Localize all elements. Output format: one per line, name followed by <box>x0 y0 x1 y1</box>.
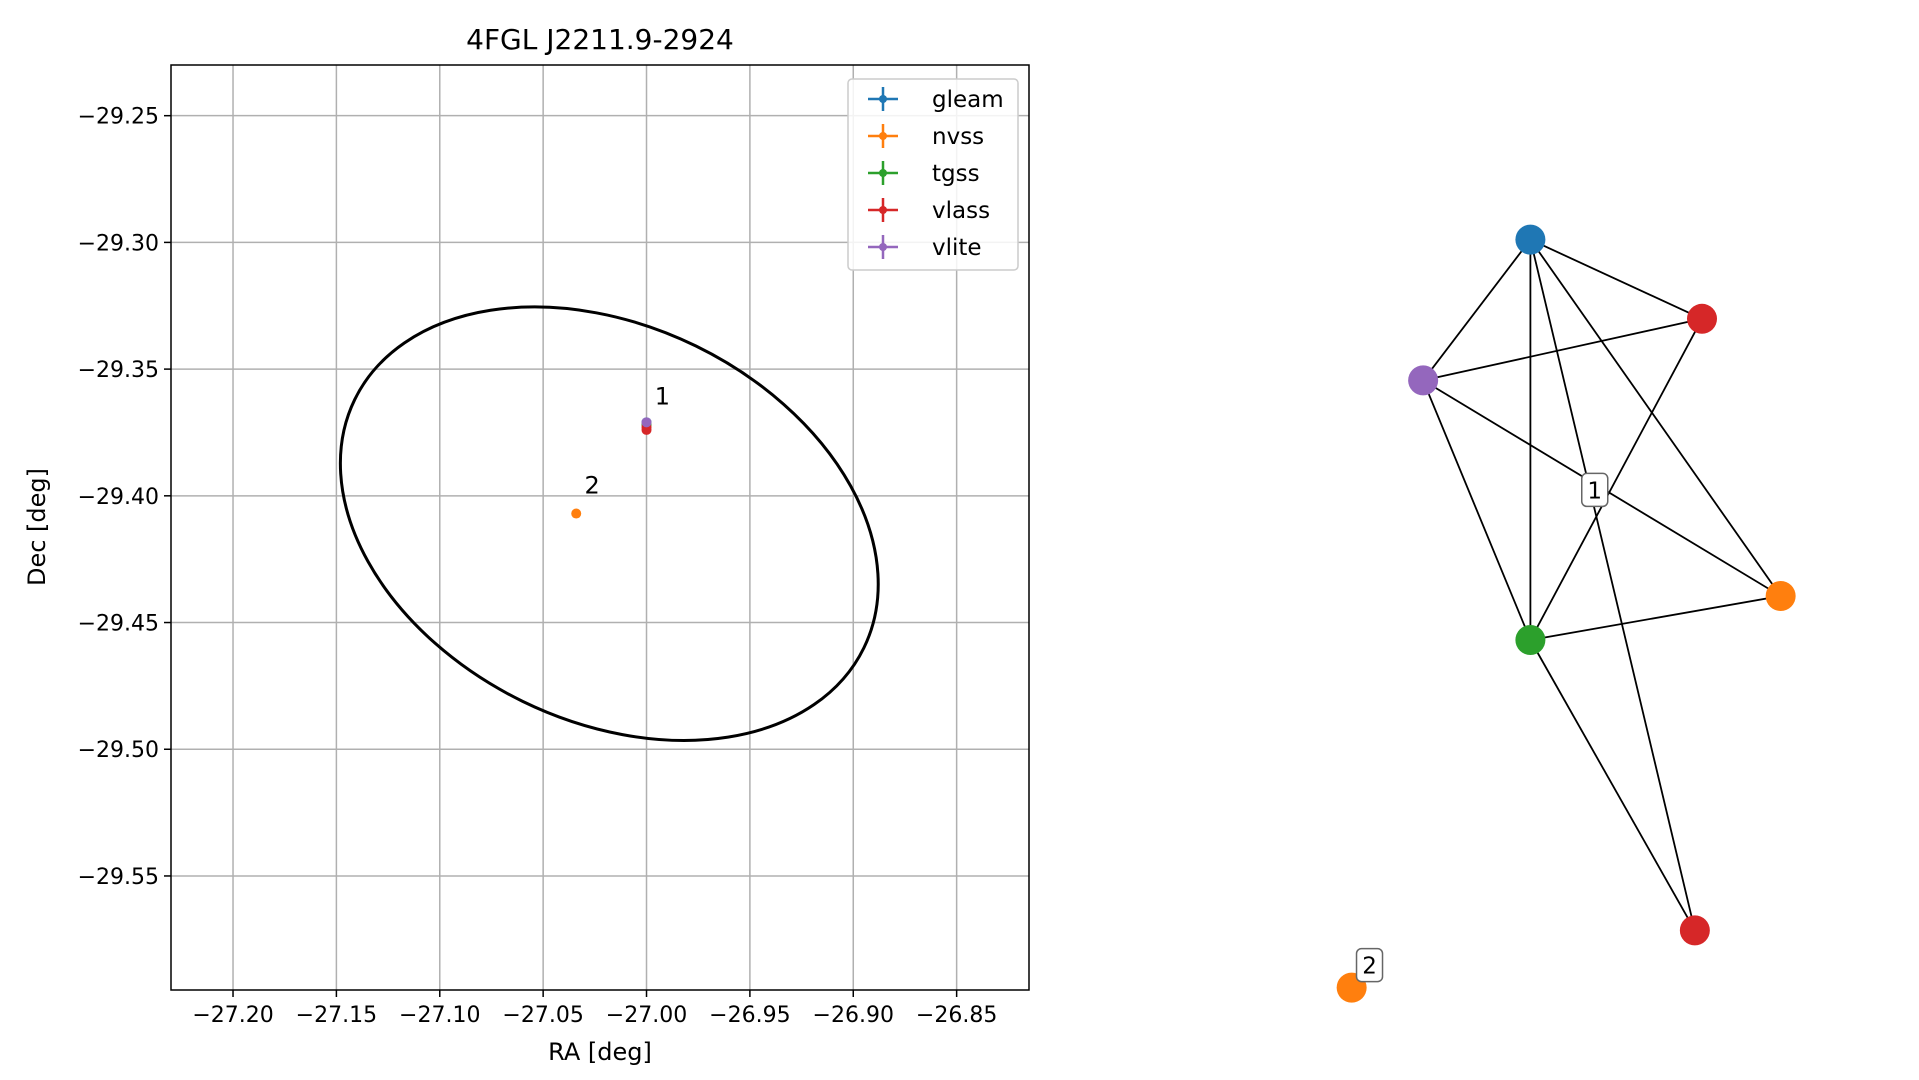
graph-edge <box>1529 239 1696 931</box>
x-tick-label: −26.85 <box>916 1003 997 1028</box>
legend-items: gleam nvss tgss vlass vlite <box>868 87 1004 261</box>
legend-label: nvss <box>932 124 984 150</box>
legend-entry-gleam: gleam <box>868 87 1004 113</box>
legend-label: vlite <box>932 235 982 261</box>
x-tick-label: −27.05 <box>502 1003 583 1028</box>
legend-label: vlass <box>932 198 990 224</box>
plot-frame <box>170 64 1030 991</box>
x-tick-label: −27.20 <box>192 1003 273 1028</box>
graph-label: 1 <box>1581 472 1609 508</box>
point-annotation: 1 <box>655 383 670 411</box>
graph-edge <box>1530 595 1781 641</box>
legend-entry-vlass: vlass <box>868 198 990 224</box>
legend-box <box>847 78 1019 271</box>
uncertainty-ellipse <box>338 305 880 742</box>
legend: gleam nvss tgss vlass vlite <box>847 78 1019 271</box>
y-tick-label: −29.50 <box>78 738 159 763</box>
graph-edge <box>1529 639 1696 931</box>
graph-label-text: 1 <box>1587 478 1602 504</box>
y-tick-label: −29.30 <box>78 231 159 256</box>
chart-title: 4FGL J2211.9-2924 <box>466 23 734 56</box>
y-tick-label: −29.55 <box>78 865 159 890</box>
graph-edge <box>1422 380 1532 641</box>
scatter-panel: 4FGL J2211.9-2924 12 −27.20 −27.15 −27.10−… <box>23 23 1030 1066</box>
y-tick-label: −29.35 <box>78 358 159 383</box>
point-annotations: 12 <box>584 383 670 500</box>
data-points <box>571 417 652 519</box>
y-ticks: −29.25 −29.30 −29.35 −29.40 −29.45 −29.50 −29.… <box>78 105 171 890</box>
data-point-vlite <box>641 417 652 428</box>
graph-edge <box>1422 239 1532 381</box>
point-annotation: 2 <box>584 471 599 499</box>
legend-marker-dot <box>879 243 887 251</box>
graph-node-gleam <box>1515 224 1546 255</box>
x-tick-label: −26.95 <box>709 1003 790 1028</box>
graph-node-vlass_a <box>1687 303 1717 334</box>
x-tick-label: −27.00 <box>606 1003 687 1028</box>
legend-entry-vlite: vlite <box>868 235 982 261</box>
graph-label: 2 <box>1355 947 1384 983</box>
x-tick-label: −27.10 <box>399 1003 480 1028</box>
x-tick-label: −27.15 <box>296 1003 377 1028</box>
legend-label: gleam <box>932 87 1004 113</box>
graph-label-box <box>1581 472 1609 508</box>
y-tick-label: −29.40 <box>78 485 159 510</box>
graph-labels: 12 <box>1355 472 1609 983</box>
graph-node-vlass_b <box>1679 915 1710 946</box>
legend-label: tgss <box>932 161 980 187</box>
x-ticks: −27.20 −27.15 −27.10 −27.05 −27.00 −26.95 −26.… <box>192 990 997 1028</box>
data-point-nvss <box>571 508 582 519</box>
y-tick-label: −29.45 <box>78 612 159 637</box>
y-axis-label: Dec [deg] <box>23 468 51 586</box>
graph-label-text: 2 <box>1362 954 1377 980</box>
graph-edge <box>1529 239 1782 597</box>
graph-edges <box>1422 238 1782 931</box>
legend-marker-dot <box>879 95 887 103</box>
legend-marker-dot <box>879 169 887 177</box>
legend-entry-tgss: tgss <box>868 161 980 187</box>
legend-marker-dot <box>879 132 887 140</box>
legend-entry-nvss: nvss <box>868 124 984 150</box>
grid <box>171 65 1029 990</box>
x-axis-label: RA [deg] <box>548 1038 652 1066</box>
ellipse-layer <box>338 305 880 742</box>
graph-node-vlite <box>1408 365 1439 396</box>
graph-label-box <box>1355 947 1384 983</box>
graph-edge <box>1530 238 1703 320</box>
graph-node-nvss_a <box>1765 581 1796 611</box>
x-tick-label: −26.90 <box>813 1003 894 1028</box>
data-point-vlass <box>641 424 652 435</box>
network-panel: 12 <box>1336 224 1796 1003</box>
graph-edge <box>1422 317 1703 382</box>
graph-node-tgss <box>1515 625 1546 655</box>
legend-marker-dot <box>879 206 887 214</box>
y-tick-label: −29.25 <box>78 105 159 130</box>
graph-edge <box>1529 318 1703 641</box>
graph-nodes <box>1336 224 1796 1003</box>
